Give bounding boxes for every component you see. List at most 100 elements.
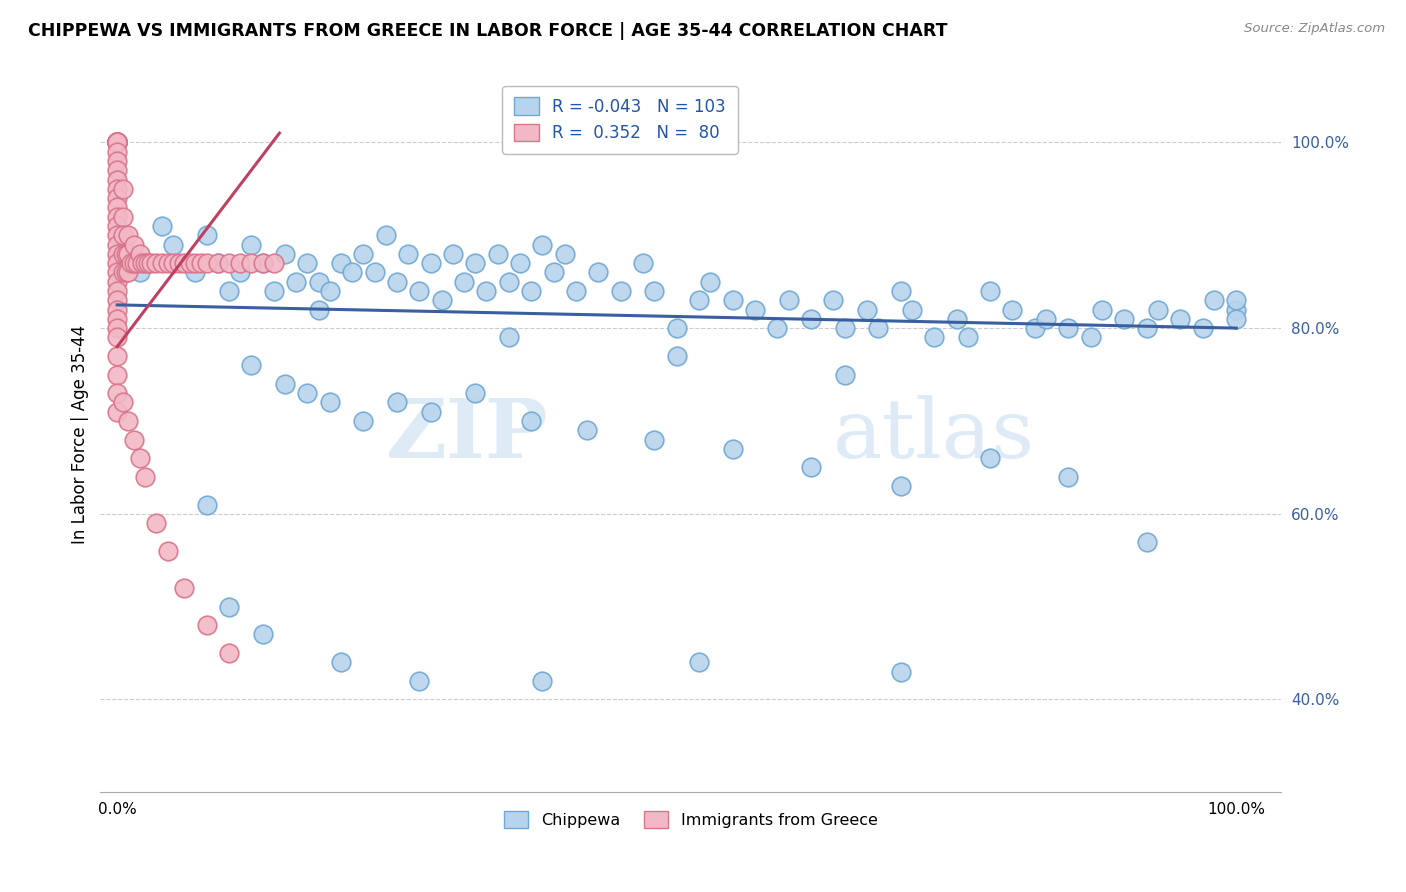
Point: [105, 321, 128, 335]
Point: [195, 256, 218, 270]
Point: [778, 293, 800, 308]
Point: [105, 136, 128, 150]
Text: Source: ZipAtlas.com: Source: ZipAtlas.com: [1244, 22, 1385, 36]
Point: [285, 275, 308, 289]
Point: [297, 256, 319, 270]
Point: [721, 293, 744, 308]
Point: [218, 284, 240, 298]
Point: [498, 275, 520, 289]
Point: [105, 247, 128, 261]
Point: [385, 275, 408, 289]
Point: [128, 247, 150, 261]
Point: [1136, 534, 1159, 549]
Point: [134, 469, 156, 483]
Point: [156, 256, 179, 270]
Point: [956, 330, 979, 344]
Point: [643, 284, 665, 298]
Point: [890, 479, 912, 493]
Point: [111, 247, 134, 261]
Point: [138, 256, 160, 270]
Point: [688, 293, 710, 308]
Point: [330, 656, 353, 670]
Point: [408, 673, 430, 688]
Point: [105, 182, 128, 196]
Point: [207, 256, 229, 270]
Point: [105, 228, 128, 243]
Point: [721, 442, 744, 456]
Point: [117, 414, 139, 428]
Point: [105, 136, 128, 150]
Point: [498, 330, 520, 344]
Point: [520, 414, 543, 428]
Point: [117, 228, 139, 243]
Point: [240, 358, 263, 372]
Point: [105, 293, 128, 308]
Point: [688, 656, 710, 670]
Point: [665, 321, 688, 335]
Point: [105, 368, 128, 382]
Point: [834, 368, 856, 382]
Point: [179, 256, 201, 270]
Legend: Chippewa, Immigrants from Greece: Chippewa, Immigrants from Greece: [498, 805, 884, 834]
Point: [162, 237, 184, 252]
Point: [1225, 311, 1247, 326]
Point: [900, 302, 922, 317]
Point: [184, 265, 207, 279]
Point: [122, 433, 145, 447]
Point: [252, 256, 274, 270]
Point: [122, 256, 145, 270]
Point: [207, 256, 229, 270]
Point: [543, 265, 565, 279]
Point: [1057, 321, 1080, 335]
Point: [156, 544, 179, 558]
Point: [150, 256, 173, 270]
Point: [167, 256, 190, 270]
Point: [105, 237, 128, 252]
Point: [105, 256, 128, 270]
Point: [111, 265, 134, 279]
Point: [531, 673, 554, 688]
Point: [274, 376, 297, 391]
Point: [766, 321, 789, 335]
Point: [1024, 321, 1046, 335]
Point: [554, 247, 576, 261]
Point: [128, 265, 150, 279]
Point: [105, 275, 128, 289]
Point: [184, 256, 207, 270]
Point: [105, 405, 128, 419]
Point: [453, 275, 475, 289]
Point: [117, 265, 139, 279]
Point: [800, 311, 823, 326]
Point: [115, 265, 138, 279]
Point: [105, 302, 128, 317]
Point: [105, 136, 128, 150]
Point: [105, 386, 128, 401]
Point: [105, 284, 128, 298]
Point: [105, 153, 128, 168]
Point: [105, 136, 128, 150]
Point: [330, 256, 353, 270]
Point: [240, 256, 263, 270]
Point: [419, 405, 441, 419]
Point: [890, 665, 912, 679]
Point: [868, 321, 890, 335]
Point: [319, 284, 342, 298]
Point: [945, 311, 967, 326]
Point: [263, 256, 285, 270]
Point: [173, 256, 195, 270]
Point: [1191, 321, 1213, 335]
Point: [576, 423, 599, 437]
Point: [856, 302, 879, 317]
Point: [162, 256, 184, 270]
Point: [890, 284, 912, 298]
Point: [922, 330, 945, 344]
Point: [111, 228, 134, 243]
Point: [111, 210, 134, 224]
Point: [105, 330, 128, 344]
Point: [308, 302, 330, 317]
Point: [117, 247, 139, 261]
Point: [105, 349, 128, 363]
Point: [218, 599, 240, 614]
Point: [1001, 302, 1024, 317]
Text: atlas: atlas: [832, 395, 1035, 475]
